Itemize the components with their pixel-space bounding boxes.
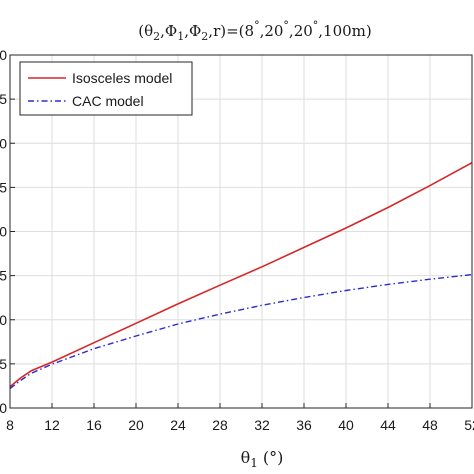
x-tick-label: 12	[44, 417, 60, 433]
x-tick-label: 36	[296, 417, 312, 433]
tick-labels: 8 12 16 20 24 28 32 36 40 44 48 52 0 5 0 5 0 5 0 5 0	[0, 47, 474, 433]
y-tick-label: 5	[0, 179, 7, 195]
y-tick-label: 0	[0, 224, 7, 240]
x-tick-label: 48	[422, 417, 438, 433]
x-tick-label: 40	[338, 417, 354, 433]
y-tick-label: 0	[0, 312, 7, 328]
x-tick-label: 32	[254, 417, 270, 433]
x-tick-label: 28	[212, 417, 228, 433]
chart-title: (θ2,Φ1,Φ2,r)=(8°,20°,20°,100m)	[138, 19, 372, 43]
y-tick-label: 0	[0, 400, 7, 416]
x-axis-label: θ1 (°)	[241, 448, 284, 470]
y-tick-label: 5	[0, 268, 7, 284]
axes-frame	[9, 54, 473, 409]
y-tick-label: 0	[0, 47, 7, 63]
x-tick-label: 16	[86, 417, 102, 433]
y-tick-label: 5	[0, 91, 7, 107]
legend-box	[19, 61, 193, 116]
legend-label-isosceles: Isosceles model	[72, 70, 172, 86]
x-tick-label: 24	[170, 417, 186, 433]
legend-label-cac: CAC model	[72, 93, 144, 109]
x-tick-label: 52	[464, 417, 474, 433]
series-line-isosceles-model	[9, 161, 473, 388]
x-tick-label: 8	[6, 417, 14, 433]
x-tick-label: 44	[380, 417, 396, 433]
series-line-cac-model	[9, 273, 473, 390]
x-tick-label: 20	[128, 417, 144, 433]
plot-area-border	[9, 54, 473, 409]
legend: Isosceles model CAC model	[19, 61, 193, 116]
y-tick-label: 0	[0, 135, 7, 151]
y-tick-label: 5	[0, 356, 7, 372]
series-layer	[9, 161, 473, 390]
